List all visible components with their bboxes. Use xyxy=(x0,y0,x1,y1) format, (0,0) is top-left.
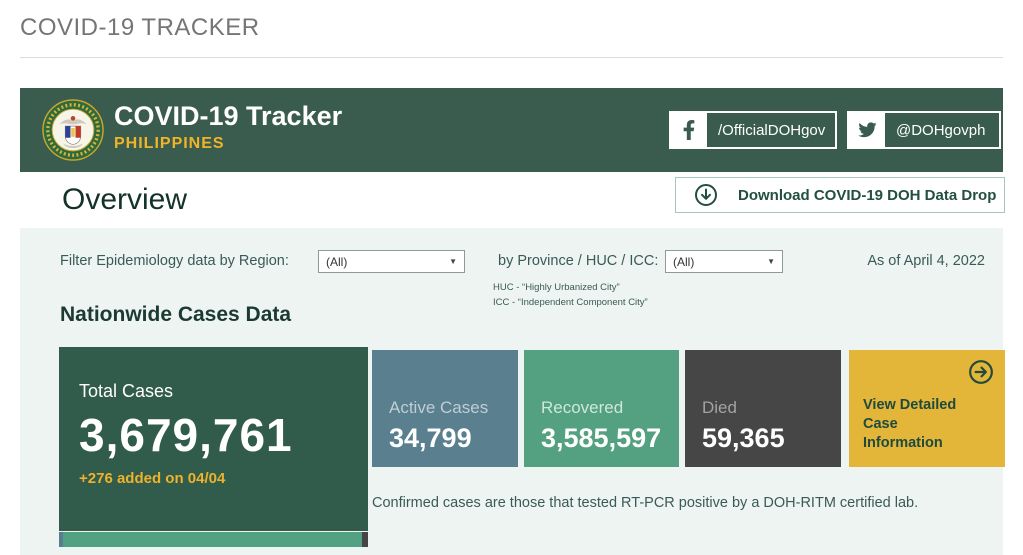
recovered-label: Recovered xyxy=(541,398,624,417)
divider xyxy=(20,57,1003,58)
as-of-date: As of April 4, 2022 xyxy=(867,253,985,269)
twitter-button[interactable]: @DOHgovph xyxy=(847,111,1001,149)
page-title: COVID-19 TRACKER xyxy=(20,14,260,41)
section-title: Nationwide Cases Data xyxy=(60,303,292,326)
active-cases-label: Active Cases xyxy=(389,398,489,417)
app-subtitle: PHILIPPINES xyxy=(114,135,225,152)
facebook-button[interactable]: /OfficialDOHgov xyxy=(669,111,837,149)
case-distribution-bar xyxy=(59,532,368,547)
chevron-down-icon: ▼ xyxy=(449,257,457,266)
total-cases-label: Total Cases xyxy=(79,381,174,401)
overview-heading: Overview xyxy=(62,183,188,216)
province-dropdown-value: (All) xyxy=(673,254,695,269)
view-detailed-case-information-button[interactable]: View Detailed Case Information xyxy=(849,350,1005,467)
province-dropdown[interactable]: (All) ▼ xyxy=(665,250,783,273)
chevron-down-icon: ▼ xyxy=(767,257,775,266)
download-icon xyxy=(695,184,717,206)
doh-seal-logo xyxy=(42,99,104,161)
dist-segment-recovered xyxy=(62,532,362,547)
huc-footnote: HUC - “Highly Urbanized City” xyxy=(493,282,620,293)
region-filter-label: Filter Epidemiology data by Region: xyxy=(60,253,289,269)
download-label: Download COVID-19 DOH Data Drop xyxy=(738,186,997,204)
dashboard-panel: Filter Epidemiology data by Region: (All… xyxy=(20,228,1005,555)
icc-footnote: ICC - “Independent Component City” xyxy=(493,297,648,308)
recovered-card: Recovered 3,585,597 xyxy=(524,350,679,467)
confirmed-cases-footnote: Confirmed cases are those that tested RT… xyxy=(372,495,919,511)
twitter-icon xyxy=(849,113,885,147)
facebook-handle: /OfficialDOHgov xyxy=(718,121,826,139)
recovered-value: 3,585,597 xyxy=(541,423,662,453)
dist-segment-active xyxy=(59,532,63,547)
died-card: Died 59,365 xyxy=(685,350,841,467)
active-cases-card: Active Cases 34,799 xyxy=(372,350,518,467)
total-cases-value: 3,679,761 xyxy=(79,409,293,461)
view-detail-label: View Detailed Case Information xyxy=(863,397,957,451)
app-title: COVID-19 Tracker xyxy=(114,101,343,131)
app-header: COVID-19 Tracker PHILIPPINES /OfficialDO… xyxy=(20,88,1003,172)
total-cases-delta: +276 added on 04/04 xyxy=(79,470,226,487)
facebook-icon xyxy=(671,113,707,147)
total-cases-card: Total Cases 3,679,761 +276 added on 04/0… xyxy=(59,347,368,531)
active-cases-value: 34,799 xyxy=(389,423,472,453)
region-dropdown[interactable]: (All) ▼ xyxy=(318,250,465,273)
header-titles: COVID-19 Tracker PHILIPPINES xyxy=(114,100,342,153)
dist-segment-died xyxy=(361,532,368,547)
region-dropdown-value: (All) xyxy=(326,254,348,269)
died-label: Died xyxy=(702,398,737,417)
province-filter-label: by Province / HUC / ICC: xyxy=(498,253,659,269)
died-value: 59,365 xyxy=(702,423,785,453)
download-data-drop-button[interactable]: Download COVID-19 DOH Data Drop xyxy=(675,177,1005,213)
arrow-right-circle-icon xyxy=(969,360,993,384)
twitter-handle: @DOHgovph xyxy=(896,121,986,139)
